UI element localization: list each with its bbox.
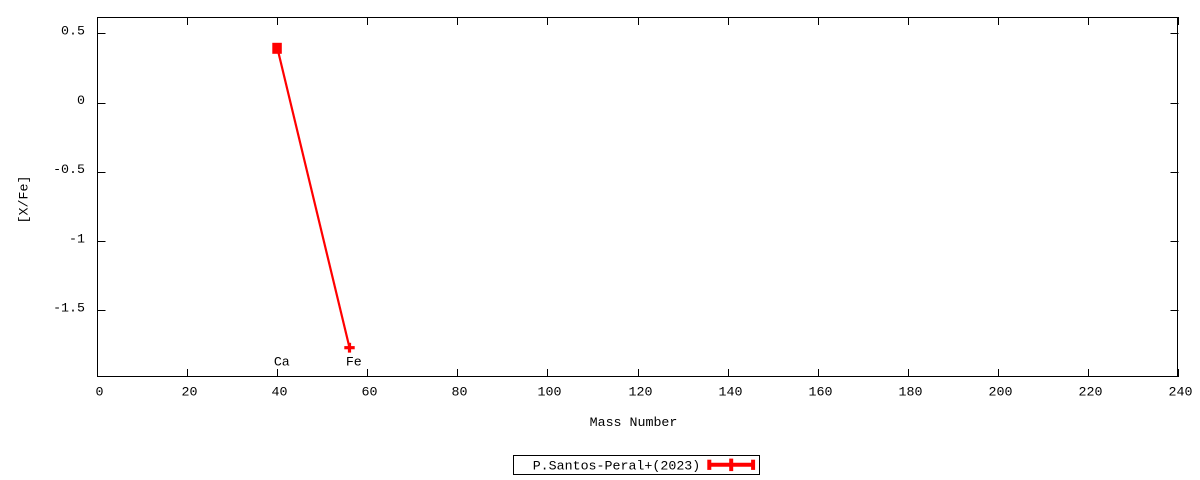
svg-text:0.5: 0.5: [61, 24, 85, 39]
svg-text:-0.5: -0.5: [53, 162, 85, 177]
svg-text:20: 20: [182, 385, 198, 400]
svg-text:120: 120: [629, 385, 653, 400]
svg-text:140: 140: [719, 385, 743, 400]
svg-text:200: 200: [989, 385, 1013, 400]
svg-text:Fe: Fe: [346, 355, 362, 370]
svg-text:240: 240: [1169, 385, 1193, 400]
svg-text:160: 160: [809, 385, 833, 400]
svg-text:180: 180: [899, 385, 923, 400]
svg-text:100: 100: [538, 385, 562, 400]
svg-text:[X/Fe]: [X/Fe]: [17, 176, 32, 224]
svg-text:P.Santos-Peral+(2023): P.Santos-Peral+(2023): [533, 459, 701, 474]
svg-text:60: 60: [362, 385, 378, 400]
svg-text:-1: -1: [69, 231, 85, 246]
svg-text:-1.5: -1.5: [53, 301, 85, 316]
svg-text:40: 40: [272, 385, 288, 400]
svg-text:220: 220: [1079, 385, 1103, 400]
svg-text:0: 0: [77, 93, 85, 108]
svg-text:80: 80: [452, 385, 468, 400]
svg-text:Ca: Ca: [274, 355, 290, 370]
svg-text:Mass Number: Mass Number: [590, 415, 678, 430]
svg-text:0: 0: [96, 385, 104, 400]
